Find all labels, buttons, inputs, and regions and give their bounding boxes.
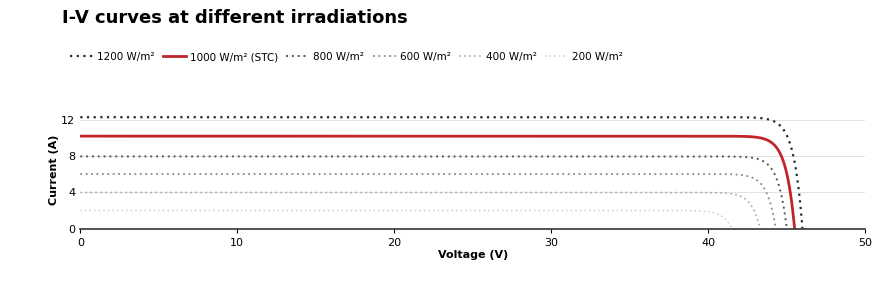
Text: I-V curves at different irradiations: I-V curves at different irradiations bbox=[62, 9, 409, 27]
Legend: 1200 W/m², 1000 W/m² (STC), 800 W/m², 600 W/m², 400 W/m², 200 W/m²: 1200 W/m², 1000 W/m² (STC), 800 W/m², 60… bbox=[70, 52, 624, 62]
Y-axis label: Current (A): Current (A) bbox=[48, 135, 59, 205]
X-axis label: Voltage (V): Voltage (V) bbox=[438, 250, 508, 260]
